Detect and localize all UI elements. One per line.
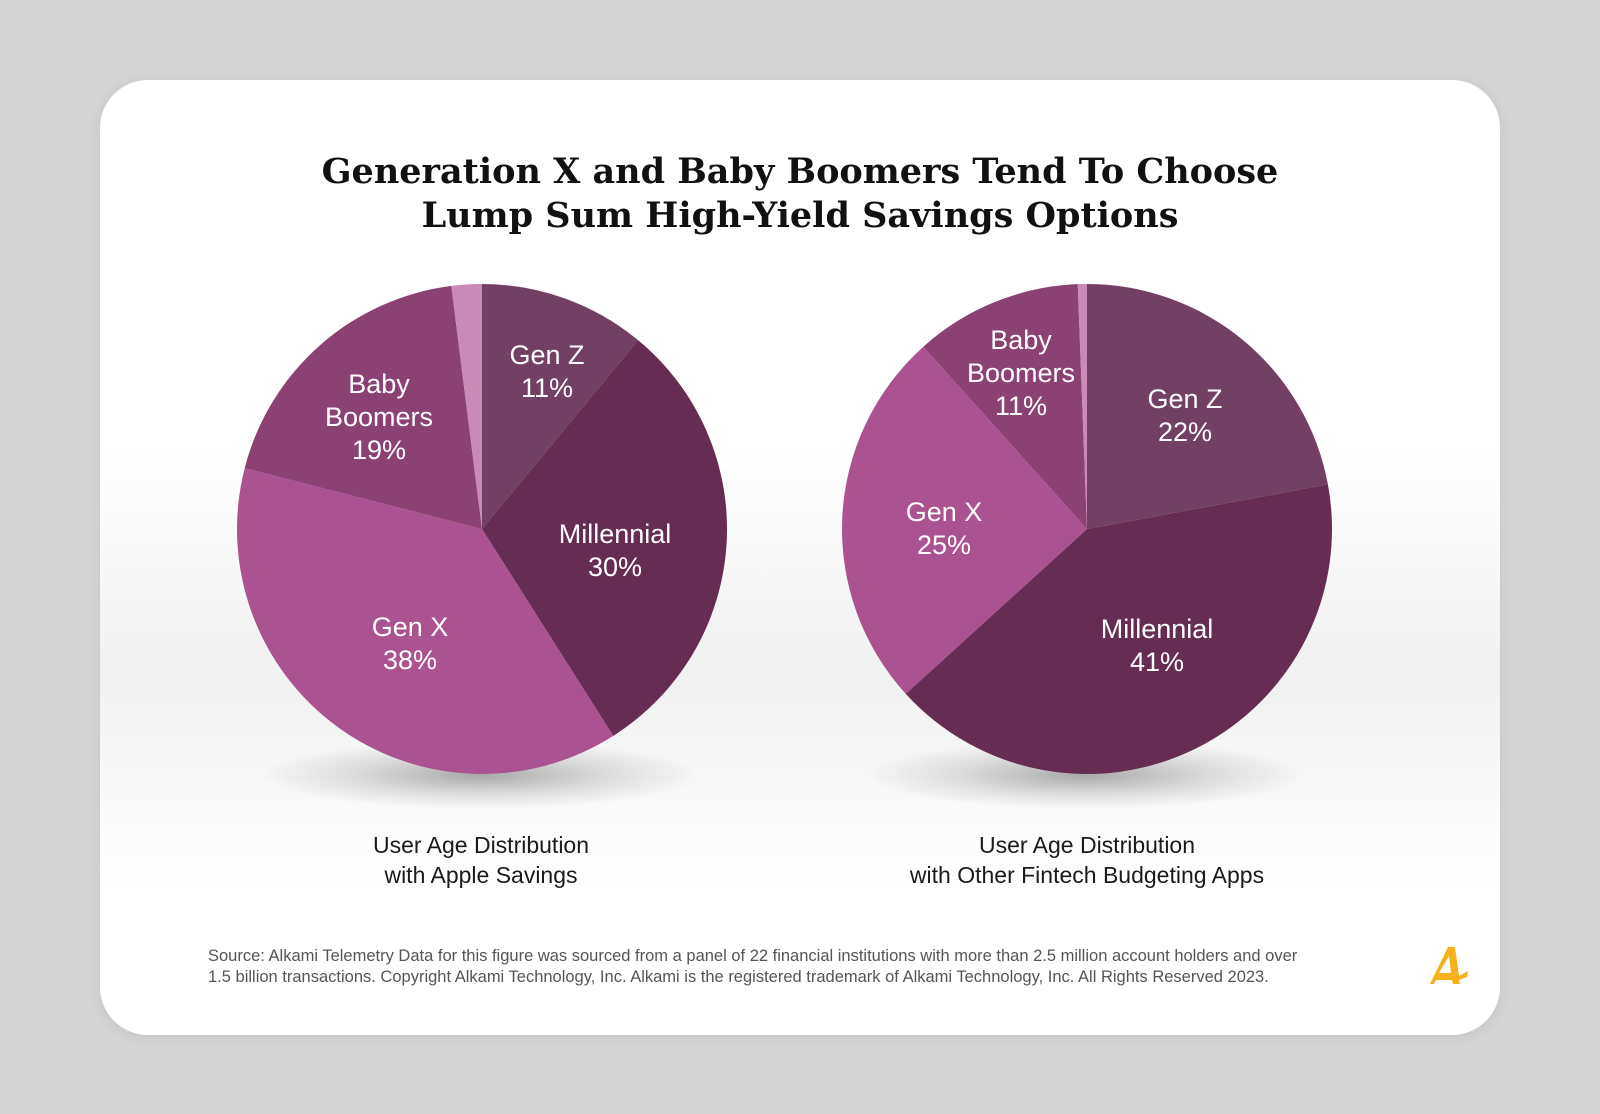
- pie-1-caption: User Age Distribution with Apple Savings: [221, 830, 741, 890]
- pie-1-label-baby-boomers: Baby Boomers 19%: [325, 369, 433, 465]
- pie-2-caption-line-2: with Other Fintech Budgeting Apps: [909, 862, 1265, 888]
- pie-2-label-millennial: Millennial 41%: [1101, 614, 1214, 677]
- pie-charts: Gen Z 11% Millennial 30% Gen X 38% Baby Boomers…: [237, 284, 1332, 809]
- pie-chart-apple-savings: Gen Z 11% Millennial 30% Gen X 38% Baby Boomers…: [237, 284, 728, 775]
- pie-2-slice-millennial: [905, 484, 1332, 774]
- pie-2-caption: User Age Distribution with Other Fintech…: [827, 830, 1347, 890]
- pie-1-label-gen-x: Gen X 38%: [372, 612, 449, 675]
- pie-1-slice-gen-x: [237, 468, 614, 775]
- source-note: Source: Alkami Telemetry Data for this f…: [208, 946, 1368, 988]
- pie-2-slice-gen-z: [1087, 284, 1328, 529]
- source-line-2: 1.5 billion transactions. Copyright Alka…: [208, 968, 1269, 986]
- source-line-1: Source: Alkami Telemetry Data for this f…: [208, 947, 1298, 965]
- pie-2-label-gen-z: Gen Z 22%: [1147, 384, 1222, 447]
- pie-1-slice-other: [451, 284, 482, 529]
- pie-2-slice-gen-x: [842, 346, 1087, 694]
- pie-1-label-millennial: Millennial 30%: [559, 519, 672, 582]
- pie-2-slice-baby-boomers: [923, 284, 1087, 529]
- pie-1-caption-line-2: with Apple Savings: [384, 862, 578, 888]
- pie-1-slice-baby-boomers: [244, 285, 482, 529]
- pie-2-shadow: [865, 741, 1305, 809]
- pie-2-label-baby-boomers: Baby Boomers 11%: [967, 325, 1075, 421]
- pie-2-label-gen-x: Gen X 25%: [906, 497, 983, 560]
- chart-title: Generation X and Baby Boomers Tend To Ch…: [100, 150, 1500, 238]
- alkami-logo-icon: [1430, 947, 1468, 984]
- pie-1-slice-gen-z: [482, 284, 639, 529]
- pie-1-shadow: [260, 741, 700, 809]
- pie-1-label-gen-z: Gen Z 11%: [509, 340, 584, 403]
- pie-1-caption-line-1: User Age Distribution: [372, 832, 590, 858]
- pie-2-slice-other: [1077, 284, 1087, 529]
- infographic-card: Generation X and Baby Boomers Tend To Ch…: [100, 80, 1500, 1035]
- pie-2-caption-line-1: User Age Distribution: [978, 832, 1196, 858]
- pie-1-slice-millennial: [482, 340, 728, 736]
- title-line-2: Lump Sum High-Yield Savings Options: [421, 195, 1179, 236]
- pie-chart-other-fintech: Gen Z 22% Millennial 41% Gen X 25% Baby Boomers…: [842, 284, 1332, 774]
- title-line-1: Generation X and Baby Boomers Tend To Ch…: [321, 151, 1279, 192]
